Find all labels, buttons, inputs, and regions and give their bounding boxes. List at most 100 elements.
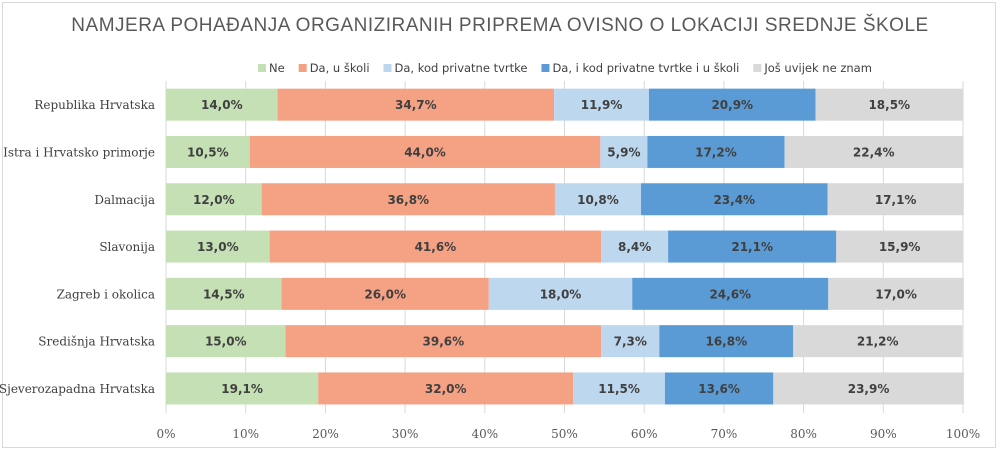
data-label: 23,9%	[848, 382, 890, 396]
data-label: 20,9%	[711, 98, 753, 112]
data-label: 18,5%	[868, 98, 910, 112]
bar-segment-jos-uvijek-ne-znam	[815, 88, 963, 121]
x-tick-label: 60%	[631, 427, 658, 441]
legend-swatch	[383, 64, 392, 72]
x-tick-label: 70%	[711, 427, 738, 441]
category-label: Republika Hrvatska	[34, 98, 155, 112]
bar-segment-da-i-kod-privatne-tvrtke-i-u-skoli	[664, 372, 774, 405]
bar-segment-da-u-skoli	[277, 88, 555, 121]
bar-segment-da-kod-privatne-tvrtke	[554, 183, 642, 216]
data-label: 10,8%	[577, 193, 619, 207]
legend-item-da-u-skoli: Da, u školi	[298, 61, 370, 75]
bar-row-sredisnja-hrvatska: 15,0% 39,6% 7,3% 16,8% 21,2%	[166, 325, 963, 358]
category-label: Dalmacija	[94, 193, 155, 207]
data-label: 41,6%	[415, 240, 457, 254]
data-label: 32,0%	[425, 382, 467, 396]
category-labels: Republika Hrvatska Istra i Hrvatsko primo…	[0, 98, 155, 396]
data-label: 14,5%	[203, 287, 245, 301]
legend-item-jos-uvijek-ne-znam: Još uvijek ne znam	[753, 61, 872, 75]
bar-segment-da-kod-privatne-tvrtke	[601, 325, 660, 358]
data-label: 5,9%	[607, 145, 640, 159]
data-label: 8,4%	[618, 240, 651, 254]
bar-row-istra-i-hrvatsko-primorje: 10,5% 44,0% 5,9% 17,2% 22,4%	[166, 135, 963, 168]
bar-segment-da-u-skoli	[249, 135, 601, 168]
x-tick-label: 0%	[156, 427, 175, 441]
data-label: 11,5%	[598, 382, 640, 396]
legend-label: Da, kod privatne tvrtke	[395, 61, 528, 75]
x-tick-label: 40%	[471, 427, 498, 441]
bar-segment-ne	[166, 135, 250, 168]
data-label: 23,4%	[713, 193, 755, 207]
data-label: 16,8%	[705, 335, 747, 349]
data-label: 36,8%	[387, 193, 429, 207]
bar-segment-da-i-kod-privatne-tvrtke-i-u-skoli	[641, 183, 828, 216]
legend-item-da-kod-privatne-tvrtke: Da, kod privatne tvrtke	[383, 61, 528, 75]
bar-segment-da-i-kod-privatne-tvrtke-i-u-skoli	[647, 135, 785, 168]
legend-label: Da, i kod privatne tvrtke i u školi	[552, 61, 739, 75]
bar-segment-da-i-kod-privatne-tvrtke-i-u-skoli	[632, 277, 829, 310]
bar-segment-da-kod-privatne-tvrtke	[600, 135, 648, 168]
legend-swatch	[258, 64, 266, 72]
data-label: 18,0%	[540, 287, 582, 301]
data-label: 34,7%	[395, 98, 437, 112]
legend-item-da-i-kod-privatne-tvrtke-i-u-skoli: Da, i kod privatne tvrtke i u školi	[541, 61, 739, 75]
x-tick-label: 20%	[312, 427, 339, 441]
data-label: 11,9%	[581, 98, 623, 112]
bar-segment-da-u-skoli	[261, 183, 555, 216]
legend-swatch	[541, 64, 550, 72]
category-label: Slavonija	[99, 240, 155, 254]
bar-segment-jos-uvijek-ne-znam	[793, 325, 963, 358]
category-label: Zagreb i okolica	[57, 287, 155, 301]
x-tick-label: 90%	[870, 427, 897, 441]
legend-swatch	[753, 64, 762, 72]
bar-segment-da-i-kod-privatne-tvrtke-i-u-skoli	[668, 230, 837, 263]
bar-segment-ne	[166, 183, 262, 216]
legend-label: Još uvijek ne znam	[763, 61, 872, 75]
bar-segment-da-i-kod-privatne-tvrtke-i-u-skoli	[659, 325, 794, 358]
data-label: 44,0%	[404, 145, 446, 159]
bar-segment-ne	[166, 88, 278, 121]
bar-segment-da-u-skoli	[269, 230, 602, 263]
data-label: 14,0%	[201, 98, 243, 112]
bar-segment-jos-uvijek-ne-znam	[784, 135, 963, 168]
bar-segment-ne	[166, 230, 270, 263]
x-tick-label: 100%	[946, 427, 980, 441]
bar-segment-jos-uvijek-ne-znam	[827, 183, 964, 216]
x-tick-label: 80%	[790, 427, 817, 441]
x-tick-label: 50%	[551, 427, 578, 441]
bar-row-zagreb-i-okolica: 14,5% 26,0% 18,0% 24,6% 17,0%	[166, 277, 964, 310]
data-label: 17,0%	[875, 287, 917, 301]
data-label: 15,9%	[879, 240, 921, 254]
bar-segment-da-kod-privatne-tvrtke	[601, 230, 669, 263]
bar-segment-da-u-skoli	[318, 372, 574, 405]
bar-segment-jos-uvijek-ne-znam	[773, 372, 964, 405]
data-label: 22,4%	[853, 145, 895, 159]
data-label: 7,3%	[614, 335, 647, 349]
data-label: 24,6%	[709, 287, 751, 301]
data-label: 17,2%	[695, 145, 737, 159]
data-label: 13,0%	[197, 240, 239, 254]
bar-row-sjeverozapadna-hrvatska: 19,1% 32,0% 11,5% 13,6% 23,9%	[166, 372, 964, 405]
data-label: 15,0%	[205, 335, 247, 349]
bar-row-slavonija: 13,0% 41,6% 8,4% 21,1% 15,9%	[166, 230, 963, 263]
data-label: 19,1%	[221, 382, 263, 396]
legend-swatch	[298, 64, 307, 72]
bar-segment-jos-uvijek-ne-znam	[828, 277, 964, 310]
chart-title: NAMJERA POHAĐANJA ORGANIZIRANIH PRIPREMA…	[71, 14, 928, 36]
data-label: 39,6%	[423, 335, 465, 349]
legend-label: Ne	[269, 61, 285, 75]
bar-segment-da-kod-privatne-tvrtke	[573, 372, 665, 405]
x-tick-label: 10%	[232, 427, 259, 441]
data-label: 12,0%	[193, 193, 235, 207]
data-label: 17,1%	[875, 193, 917, 207]
data-label: 21,1%	[731, 240, 773, 254]
bar-segment-ne	[166, 325, 286, 358]
bars: 14,0% 34,7% 11,9% 20,9% 18,5%10,5% 44,0% 5,9% 1…	[166, 88, 964, 405]
x-tick-label: 30%	[392, 427, 419, 441]
bar-segment-da-u-skoli	[281, 277, 489, 310]
legend: Ne Da, u školi Da, kod privatne tvrtke Da, …	[258, 61, 872, 75]
bar-segment-da-kod-privatne-tvrtke	[554, 88, 649, 121]
legend-label: Da, u školi	[310, 61, 370, 75]
category-label: Središnja Hrvatska	[38, 335, 155, 349]
